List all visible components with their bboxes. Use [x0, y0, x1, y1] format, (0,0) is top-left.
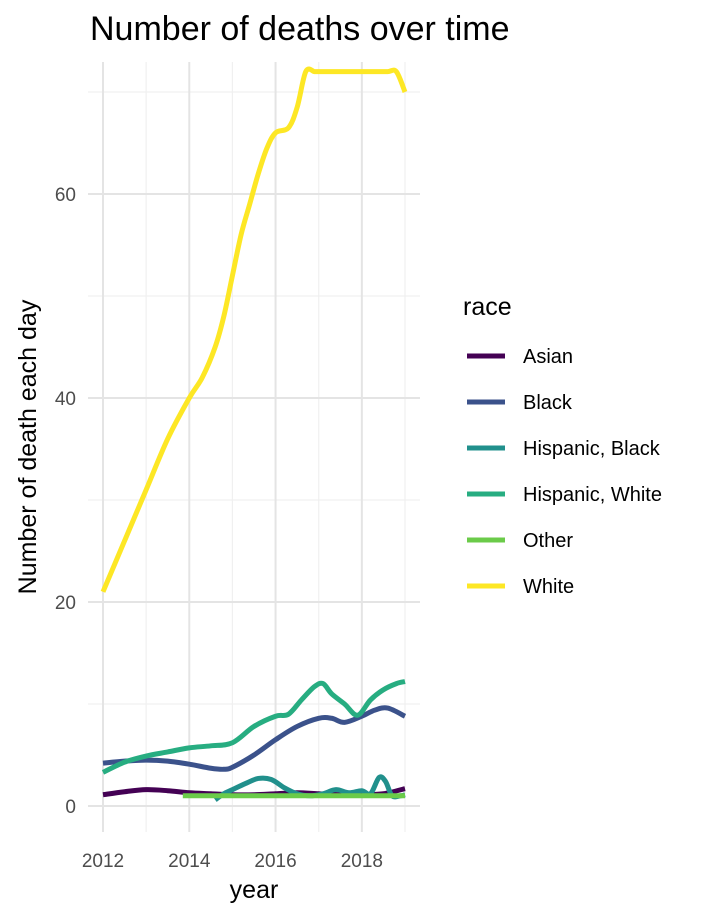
series-line-black: [102, 705, 407, 772]
grid: [88, 62, 420, 832]
y-axis-title: Number of death each day: [14, 299, 42, 594]
y-tick-label: 60: [55, 185, 76, 206]
legend: race Asian Black Hispanic, Black Hispanic, …: [463, 293, 662, 598]
x-tick-label: 2016: [254, 851, 296, 872]
chart-title: Number of deaths over time: [90, 10, 510, 48]
series-lines: [100, 66, 408, 802]
y-tick-label: 20: [55, 593, 76, 614]
x-tick-label: 2012: [82, 851, 124, 872]
y-tick-label: 40: [55, 389, 76, 410]
series-line-white: [100, 66, 408, 593]
legend-label-hispanic-black: Hispanic, Black: [523, 438, 661, 460]
x-axis-title: year: [230, 876, 279, 904]
y-tick-label: 0: [65, 797, 76, 818]
legend-label-hispanic-white: Hispanic, White: [523, 484, 662, 506]
legend-label-black: Black: [523, 392, 573, 414]
x-tick-label: 2018: [341, 851, 383, 872]
y-tick-labels: 0 20 40 60: [55, 185, 76, 818]
legend-label-asian: Asian: [523, 346, 573, 368]
series-line-hispanic-white: [101, 679, 406, 775]
x-tick-label: 2014: [168, 851, 211, 872]
x-tick-labels: 2012 2014 2016 2018: [82, 851, 383, 872]
legend-title: race: [463, 293, 512, 321]
legend-label-white: White: [523, 576, 574, 598]
legend-label-other: Other: [523, 530, 573, 552]
